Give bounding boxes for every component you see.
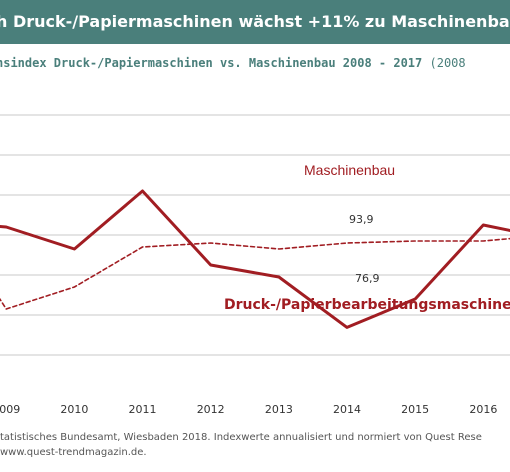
x-tick-label: 2014 [333,403,361,416]
chart-subtitle: nsindex Druck-/Papiermaschinen vs. Masch… [0,56,466,70]
x-tick-label: 2016 [469,403,497,416]
chart-title: h Druck-/Papiermaschinen wächst +11% zu … [0,12,510,31]
x-tick-label: 2015 [401,403,429,416]
series-line-maschinenbau [0,237,510,310]
legend-label-maschinenbau: Maschinenbau [304,162,395,178]
source-note: tatistisches Bundesamt, Wiesbaden 2018. … [0,432,482,443]
legend-label-druck-papier: Druck-/Papierbearbeitungsmaschinen [224,297,510,313]
grid-lines [0,114,510,356]
x-tick-label: 2013 [265,403,293,416]
annotation-druck-2014: 76,9 [355,272,380,285]
x-tick-label: 2010 [60,403,88,416]
series-lines [0,189,510,329]
series-labels: Maschinenbau Druck-/Papierbearbeitungsma… [224,162,510,313]
line-chart: 2009 2010 2011 2012 2013 2014 2015 2016 Maschin… [0,114,510,416]
x-tick-label: 2009 [0,403,20,416]
subtitle-text: nsindex Druck-/Papiermaschinen vs. Masch… [0,56,423,70]
series-line-druck-papier [0,189,510,329]
x-tick-label: 2011 [129,403,157,416]
x-tick-label: 2012 [197,403,225,416]
title-bar: h Druck-/Papiermaschinen wächst +11% zu … [0,0,510,44]
x-axis-ticks: 2009 2010 2011 2012 2013 2014 2015 2016 [0,403,497,416]
annotation-maschinenbau-2014: 93,9 [349,213,374,226]
website-note: www.quest-trendmagazin.de. [0,447,147,458]
subtitle-note: (2008 [429,56,466,70]
